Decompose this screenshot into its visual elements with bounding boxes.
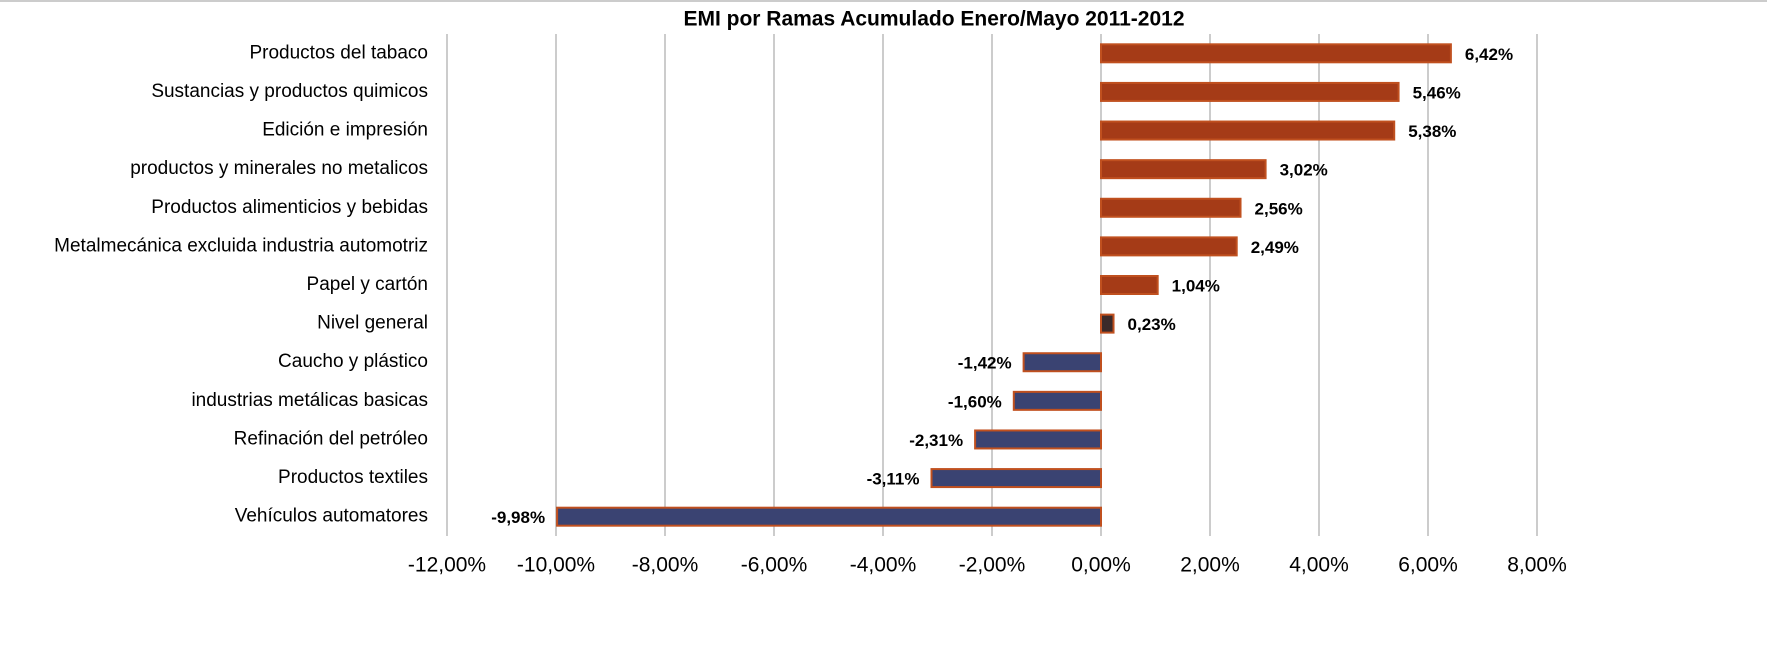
x-tick-label: -10,00% xyxy=(517,554,595,577)
y-tick-label: industrias metálicas basicas xyxy=(191,390,428,411)
x-tick-label: 2,00% xyxy=(1180,554,1240,577)
value-label: 2,49% xyxy=(1251,238,1299,257)
y-tick-label: productos y minerales no metalicos xyxy=(130,158,428,179)
bar xyxy=(1100,81,1400,102)
bar xyxy=(1100,275,1159,295)
value-label: -2,31% xyxy=(909,431,963,450)
y-tick-label: Refinación del petróleo xyxy=(234,428,428,449)
bar xyxy=(1100,159,1267,180)
value-label: 5,46% xyxy=(1413,83,1461,102)
y-tick-label: Caucho y plástico xyxy=(278,351,428,372)
value-label: -9,98% xyxy=(491,508,545,527)
value-label: 2,56% xyxy=(1255,199,1303,218)
x-tick-label: -2,00% xyxy=(959,554,1026,577)
bar xyxy=(974,429,1102,450)
y-tick-label: Productos textiles xyxy=(278,467,428,488)
value-label: 6,42% xyxy=(1465,45,1513,64)
value-label: -1,42% xyxy=(958,354,1012,373)
value-label: 1,04% xyxy=(1172,276,1220,295)
value-label: 5,38% xyxy=(1408,122,1456,141)
bar xyxy=(1100,313,1115,334)
x-tick-label: -6,00% xyxy=(741,554,808,577)
x-tick-label: 6,00% xyxy=(1398,554,1458,577)
x-tick-label: 8,00% xyxy=(1507,554,1567,577)
bar xyxy=(930,468,1102,489)
value-label: -1,60% xyxy=(948,392,1002,411)
bar xyxy=(1100,197,1242,218)
bar xyxy=(1100,120,1396,141)
y-tick-label: Productos alimenticios y bebidas xyxy=(151,197,428,218)
y-tick-label: Vehículos automatores xyxy=(235,506,428,527)
y-tick-label: Papel y cartón xyxy=(307,274,428,295)
x-tick-label: -8,00% xyxy=(632,554,699,577)
bar xyxy=(1022,352,1102,373)
bar xyxy=(556,506,1102,527)
value-label: 0,23% xyxy=(1128,315,1176,334)
y-tick-label: Edición e impresión xyxy=(262,120,428,141)
bar xyxy=(1100,236,1238,257)
chart-title: EMI por Ramas Acumulado Enero/Mayo 2011-… xyxy=(683,8,1184,31)
y-tick-label: Metalmecánica excluida industria automot… xyxy=(54,235,428,256)
x-tick-label: -4,00% xyxy=(850,554,917,577)
value-label: 3,02% xyxy=(1280,161,1328,180)
bar xyxy=(1012,390,1102,411)
y-tick-label: Productos del tabaco xyxy=(249,42,428,63)
value-label: -3,11% xyxy=(867,470,920,489)
x-tick-label: 4,00% xyxy=(1289,554,1349,577)
x-tick-label: 0,00% xyxy=(1071,554,1131,577)
bar xyxy=(1100,43,1452,64)
x-tick-label: -12,00% xyxy=(408,554,486,577)
y-tick-label: Nivel general xyxy=(317,313,428,334)
y-tick-label: Sustancias y productos quimicos xyxy=(151,81,428,102)
